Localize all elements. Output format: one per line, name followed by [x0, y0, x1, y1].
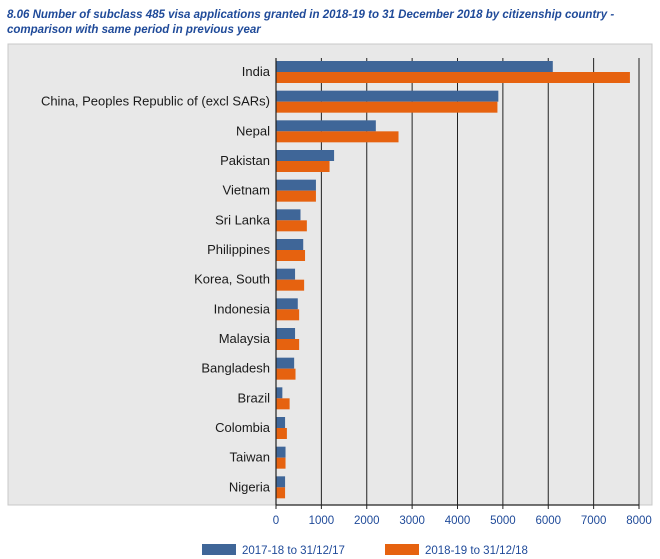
bar-2018-19-to-31-12-18-china-peoples-republic-of-excl-sars [276, 101, 498, 113]
legend-swatch-2018-19-to-31-12-18 [385, 544, 419, 555]
category-label-taiwan: Taiwan [230, 450, 270, 465]
legend-label-2017-18-to-31-12-17: 2017-18 to 31/12/17 [242, 545, 345, 557]
bar-2017-18-to-31-12-17-malaysia [276, 328, 296, 339]
legend-label-2018-19-to-31-12-18: 2018-19 to 31/12/18 [425, 545, 528, 557]
bar-2017-18-to-31-12-17-colombia [276, 417, 286, 428]
bar-2018-19-to-31-12-18-nigeria [276, 487, 286, 499]
bar-2018-19-to-31-12-18-korea-south [276, 279, 305, 291]
category-label-brazil: Brazil [237, 390, 270, 405]
category-label-nepal: Nepal [236, 123, 270, 138]
bar-2018-19-to-31-12-18-nepal [276, 131, 399, 143]
category-label-bangladesh: Bangladesh [201, 361, 270, 376]
x-tick-label-2000: 2000 [354, 515, 380, 527]
chart-title: 8.06 Number of subclass 485 visa applica… [7, 9, 615, 36]
x-tick-label-3000: 3000 [399, 515, 425, 527]
legend-swatch-2017-18-to-31-12-17 [202, 544, 236, 555]
bar-2018-19-to-31-12-18-indonesia [276, 309, 300, 321]
x-tick-label-6000: 6000 [535, 515, 561, 527]
category-label-china-peoples-republic-of-excl-sars: China, Peoples Republic of (excl SARs) [41, 94, 270, 109]
category-label-sri-lanka: Sri Lanka [215, 212, 271, 227]
plot-background [7, 43, 653, 506]
bar-2017-18-to-31-12-17-philippines [276, 239, 304, 250]
category-label-indonesia: Indonesia [214, 301, 271, 316]
bar-2017-18-to-31-12-17-pakistan [276, 150, 335, 161]
x-tick-label-1000: 1000 [309, 515, 335, 527]
bar-2018-19-to-31-12-18-vietnam [276, 190, 316, 202]
bar-2017-18-to-31-12-17-indonesia [276, 298, 298, 310]
category-label-pakistan: Pakistan [220, 153, 270, 168]
bar-2017-18-to-31-12-17-bangladesh [276, 357, 295, 369]
x-tick-label-8000: 8000 [626, 515, 652, 527]
x-tick-label-4000: 4000 [445, 515, 471, 527]
bar-2017-18-to-31-12-17-korea-south [276, 268, 296, 280]
bar-2017-18-to-31-12-17-taiwan [276, 446, 286, 458]
bar-2017-18-to-31-12-17-china-peoples-republic-of-excl-sars [276, 90, 499, 102]
bar-2018-19-to-31-12-18-malaysia [276, 339, 300, 350]
category-label-malaysia: Malaysia [219, 331, 271, 346]
bar-2017-18-to-31-12-17-sri-lanka [276, 209, 301, 221]
x-tick-label-5000: 5000 [490, 515, 516, 527]
bar-2017-18-to-31-12-17-nepal [276, 120, 376, 132]
bar-2018-19-to-31-12-18-pakistan [276, 161, 330, 172]
x-tick-label-0: 0 [273, 515, 279, 527]
category-label-korea-south: Korea, South [194, 272, 270, 287]
bar-2017-18-to-31-12-17-brazil [276, 387, 283, 399]
category-label-nigeria: Nigeria [229, 479, 271, 494]
bar-2018-19-to-31-12-18-philippines [276, 250, 306, 261]
category-label-india: India [242, 64, 271, 79]
bar-2018-19-to-31-12-18-colombia [276, 428, 287, 439]
bar-2018-19-to-31-12-18-bangladesh [276, 368, 296, 380]
category-label-colombia: Colombia [215, 420, 271, 435]
bar-2018-19-to-31-12-18-brazil [276, 398, 290, 410]
category-label-philippines: Philippines [207, 242, 270, 257]
bar-2017-18-to-31-12-17-india [276, 61, 553, 72]
category-label-vietnam: Vietnam [223, 183, 270, 198]
bar-2018-19-to-31-12-18-sri-lanka [276, 220, 307, 232]
bar-2018-19-to-31-12-18-india [276, 72, 630, 83]
bar-2017-18-to-31-12-17-vietnam [276, 179, 316, 191]
bar-2018-19-to-31-12-18-taiwan [276, 457, 286, 469]
x-tick-label-7000: 7000 [581, 515, 607, 527]
bar-2017-18-to-31-12-17-nigeria [276, 476, 286, 488]
